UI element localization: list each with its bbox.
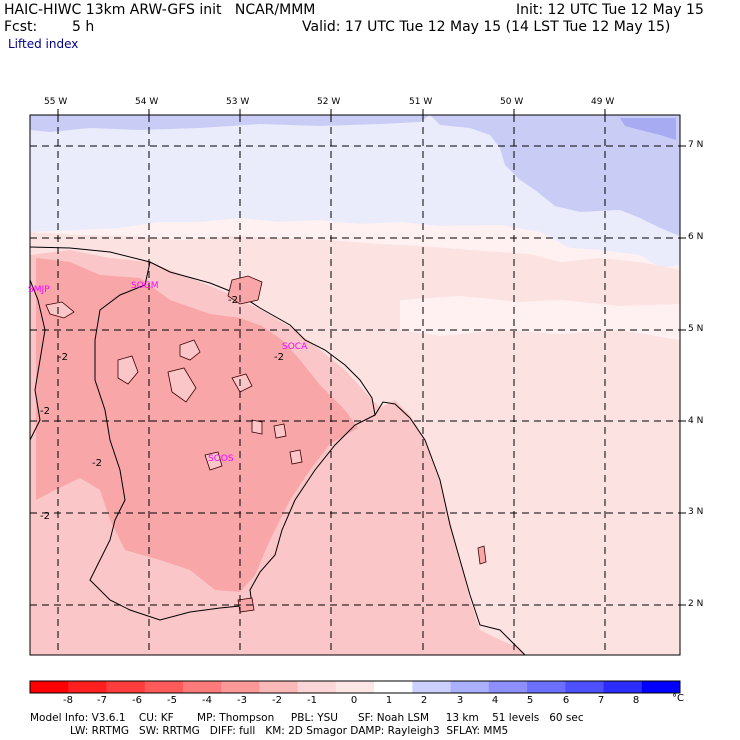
colorbar-swatch (182, 681, 222, 693)
colorbar-swatch (641, 681, 681, 693)
lat-label: 7 N (688, 140, 704, 150)
axis-ticks (57, 109, 686, 606)
fcst-value: 5 h (72, 19, 95, 35)
colorbar-swatch (603, 681, 643, 693)
colorbar-swatch (527, 681, 566, 693)
lon-label: 52 W (317, 97, 341, 107)
colorbar-tick: -1 (307, 695, 317, 706)
lat-lon-grid (30, 115, 680, 655)
field-name: Lifted index (8, 37, 79, 51)
contour-blob (179, 339, 201, 361)
contour-label: -2 (228, 295, 238, 306)
contour-label: -2 (274, 352, 284, 363)
colorbar-tick: 4 (491, 695, 499, 706)
contour-blob (204, 451, 223, 471)
lat-label: 4 N (688, 416, 704, 426)
colorbar-tick: 8 (632, 695, 640, 706)
colorbar-tick: 3 (456, 695, 464, 706)
colorbar-tick: -4 (202, 695, 212, 706)
contour-blob (289, 449, 303, 465)
border-line (89, 261, 251, 621)
colorbar-tick: -7 (97, 695, 107, 706)
model-info-line2: LW: RRTMG SW: RRTMG DIFF: full KM: 2D Sm… (30, 725, 509, 737)
lat-label: 5 N (688, 324, 704, 334)
colorbar-swatch (335, 681, 375, 693)
colorbar-tick: -6 (132, 695, 142, 706)
colorbar-swatch (565, 681, 605, 693)
lon-label: 55 W (44, 97, 68, 107)
colorbar-swatch (221, 681, 260, 693)
map-field (30, 115, 680, 655)
contour-blob (227, 275, 263, 305)
contour-blob (477, 545, 487, 565)
contour-blob (273, 423, 287, 439)
plot-title: HAIC-HIWC 13km ARW-GFS init NCAR/MMM (4, 2, 316, 18)
li-plus2-region (430, 115, 680, 236)
colorbar-unit: °C (672, 693, 684, 704)
colorbar-tick: 1 (385, 695, 393, 706)
fcst-label: Fcst: (4, 19, 38, 35)
colorbar-swatch (412, 681, 452, 693)
contour-blob (231, 373, 253, 393)
map-frame (29, 114, 681, 656)
colorbar-swatch (68, 681, 107, 693)
contour-label: -2 (58, 352, 68, 363)
contour-blob (117, 355, 139, 385)
colorbar-swatch (106, 681, 146, 693)
colorbar-tick: -8 (63, 695, 73, 706)
li-minus3-region (36, 258, 358, 592)
coastline (30, 246, 526, 655)
colorbar-tick: 2 (420, 695, 428, 706)
contour-label: -2 (40, 511, 50, 522)
valid-time: Valid: 17 UTC Tue 12 May 15 (14 LST Tue … (302, 19, 671, 35)
lat-label: 3 N (688, 507, 704, 517)
contour-blob (167, 367, 197, 403)
lon-label: 49 W (591, 97, 615, 107)
colorbar (29, 680, 681, 694)
lat-label: 6 N (688, 232, 704, 242)
colorbar-swatch (144, 681, 184, 693)
lon-label: 54 W (135, 97, 159, 107)
colorbar-swatch (259, 681, 299, 693)
model-info-line1: Model Info: V3.6.1 CU: KF MP: Thompson P… (30, 712, 584, 724)
station-label: SMJP (28, 285, 50, 295)
colorbar-swatch (450, 681, 490, 693)
li-plus2-region (30, 115, 430, 132)
colorbar-swatch (30, 681, 69, 693)
contour-label: -2 (92, 458, 102, 469)
station-label: SOCA (282, 342, 308, 352)
colorbar-tick: -3 (237, 695, 247, 706)
lon-label: 51 W (409, 97, 433, 107)
li-plus3-region (620, 118, 676, 140)
colorbar-tick: 7 (597, 695, 605, 706)
li-minus1-region (400, 296, 680, 340)
colorbar-swatch (297, 681, 337, 693)
station-label: SOGM (131, 281, 159, 291)
border-line (30, 279, 46, 441)
contour-label: -2 (40, 406, 50, 417)
colorbar-frame (29, 680, 681, 694)
contour-blob (45, 301, 75, 319)
init-time: Init: 12 UTC Tue 12 May 15 (516, 2, 704, 18)
colorbar-tick: -5 (167, 695, 177, 706)
colorbar-tick: -2 (272, 695, 282, 706)
contour-blob (251, 419, 263, 435)
colorbar-tick: 6 (562, 695, 570, 706)
border-line (249, 414, 376, 606)
lon-label: 53 W (226, 97, 250, 107)
colorbar-swatch (374, 681, 413, 693)
lat-label: 2 N (688, 599, 704, 609)
colorbar-swatch (488, 681, 528, 693)
colorbar-tick: 5 (526, 695, 534, 706)
colorbar-tick: 0 (350, 695, 358, 706)
station-label: SOOS (208, 454, 234, 464)
lon-label: 50 W (500, 97, 524, 107)
